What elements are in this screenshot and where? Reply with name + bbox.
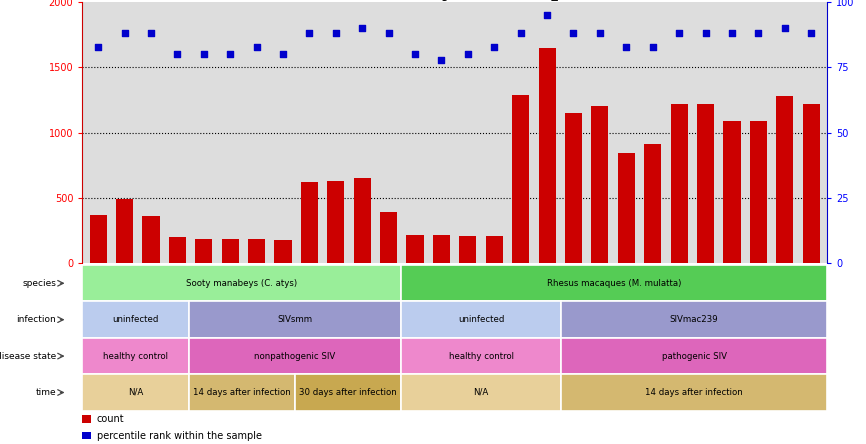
Point (223, 51, 237, 58)
Point (118, 30, 132, 37)
Point (91, 43, 105, 50)
Bar (301, 182, 318, 263)
Bar (380, 212, 397, 263)
Bar (275, 240, 292, 263)
Point (171, 51, 184, 58)
Bar (459, 236, 476, 263)
Text: SIVsmm: SIVsmm (277, 315, 313, 324)
Bar (512, 95, 529, 263)
Bar (169, 237, 186, 263)
Bar (248, 239, 265, 263)
Text: Sooty manabeys (C. atys): Sooty manabeys (C. atys) (186, 279, 297, 288)
Point (355, 25, 369, 32)
Bar (222, 239, 239, 263)
Text: infection: infection (16, 315, 56, 324)
Point (249, 43, 263, 50)
Bar (142, 216, 159, 263)
Text: healthy control: healthy control (103, 352, 168, 361)
Text: healthy control: healthy control (449, 352, 514, 361)
Point (540, 12, 554, 19)
Bar (82, 416, 91, 423)
Bar (82, 432, 91, 440)
Text: N/A: N/A (128, 388, 143, 397)
Bar (803, 104, 820, 263)
Text: time: time (36, 388, 56, 397)
Point (514, 30, 527, 37)
Text: N/A: N/A (474, 388, 489, 397)
Bar (617, 153, 635, 263)
Point (593, 30, 607, 37)
Text: 30 days after infection: 30 days after infection (300, 388, 397, 397)
Point (672, 30, 686, 37)
Text: SIVmac239: SIVmac239 (669, 315, 719, 324)
Point (752, 30, 766, 37)
Point (197, 51, 210, 58)
Text: nonpathogenic SIV: nonpathogenic SIV (255, 352, 336, 361)
Bar (116, 199, 133, 263)
Bar (539, 48, 556, 263)
Bar (486, 236, 503, 263)
Bar (433, 235, 450, 263)
Bar (591, 107, 609, 263)
Point (699, 30, 713, 37)
Point (144, 30, 158, 37)
Bar (723, 121, 740, 263)
Bar (644, 144, 662, 263)
Point (488, 43, 501, 50)
Text: pathogenic SIV: pathogenic SIV (662, 352, 727, 361)
Text: uninfected: uninfected (458, 315, 504, 324)
Bar (776, 96, 793, 263)
Point (619, 43, 633, 50)
Text: Rhesus macaques (M. mulatta): Rhesus macaques (M. mulatta) (547, 279, 682, 288)
Point (778, 25, 792, 32)
Text: 14 days after infection: 14 days after infection (193, 388, 291, 397)
Point (805, 30, 818, 37)
Point (276, 51, 290, 58)
Point (302, 30, 316, 37)
Bar (195, 239, 212, 263)
Title: GDS4223 / MmugDNA.15490.1.S1_at: GDS4223 / MmugDNA.15490.1.S1_at (339, 0, 571, 1)
Point (435, 56, 449, 63)
Text: disease state: disease state (0, 352, 56, 361)
Bar (670, 104, 688, 263)
Point (408, 51, 422, 58)
Point (461, 51, 475, 58)
Bar (327, 181, 345, 263)
Bar (565, 113, 582, 263)
Bar (89, 214, 107, 263)
Text: percentile rank within the sample: percentile rank within the sample (97, 431, 262, 441)
Point (566, 30, 580, 37)
Point (382, 30, 396, 37)
Text: species: species (22, 279, 56, 288)
Point (725, 30, 739, 37)
Point (646, 43, 660, 50)
Bar (406, 235, 423, 263)
Text: uninfected: uninfected (113, 315, 158, 324)
Text: count: count (97, 414, 125, 424)
Bar (750, 121, 767, 263)
Bar (697, 104, 714, 263)
Point (329, 30, 343, 37)
Bar (353, 178, 371, 263)
Text: 14 days after infection: 14 days after infection (645, 388, 743, 397)
